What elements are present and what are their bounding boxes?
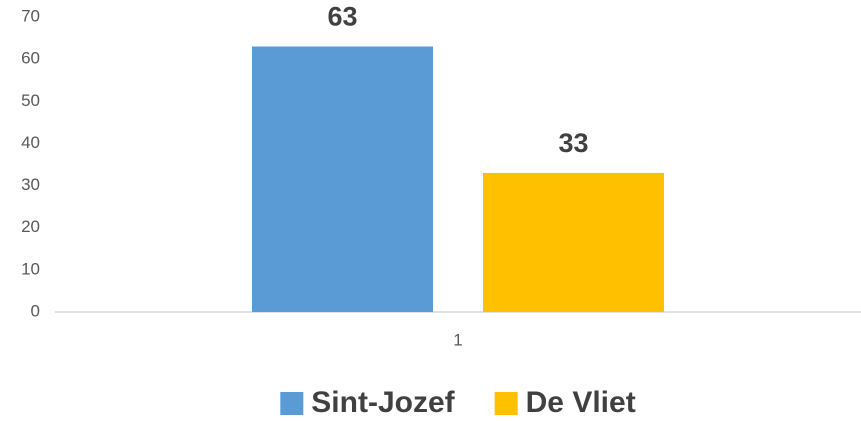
y-tick-label: 10 xyxy=(21,259,40,278)
data-label: 33 xyxy=(558,128,588,158)
x-tick-label: 1 xyxy=(453,330,462,349)
y-tick-label: 70 xyxy=(21,6,40,25)
y-tick-label: 60 xyxy=(21,49,40,68)
bar xyxy=(252,46,433,312)
y-tick-label: 30 xyxy=(21,175,40,194)
bar xyxy=(483,172,664,312)
legend-label: De Vliet xyxy=(526,386,636,419)
y-tick-label: 50 xyxy=(21,91,40,110)
legend-label: Sint-Jozef xyxy=(311,386,455,419)
y-tick-label: 0 xyxy=(31,301,40,320)
legend-swatch xyxy=(280,392,304,415)
data-label: 63 xyxy=(327,2,357,32)
y-tick-label: 40 xyxy=(21,133,40,152)
legend-swatch xyxy=(494,392,518,415)
y-tick-label: 20 xyxy=(21,217,40,236)
